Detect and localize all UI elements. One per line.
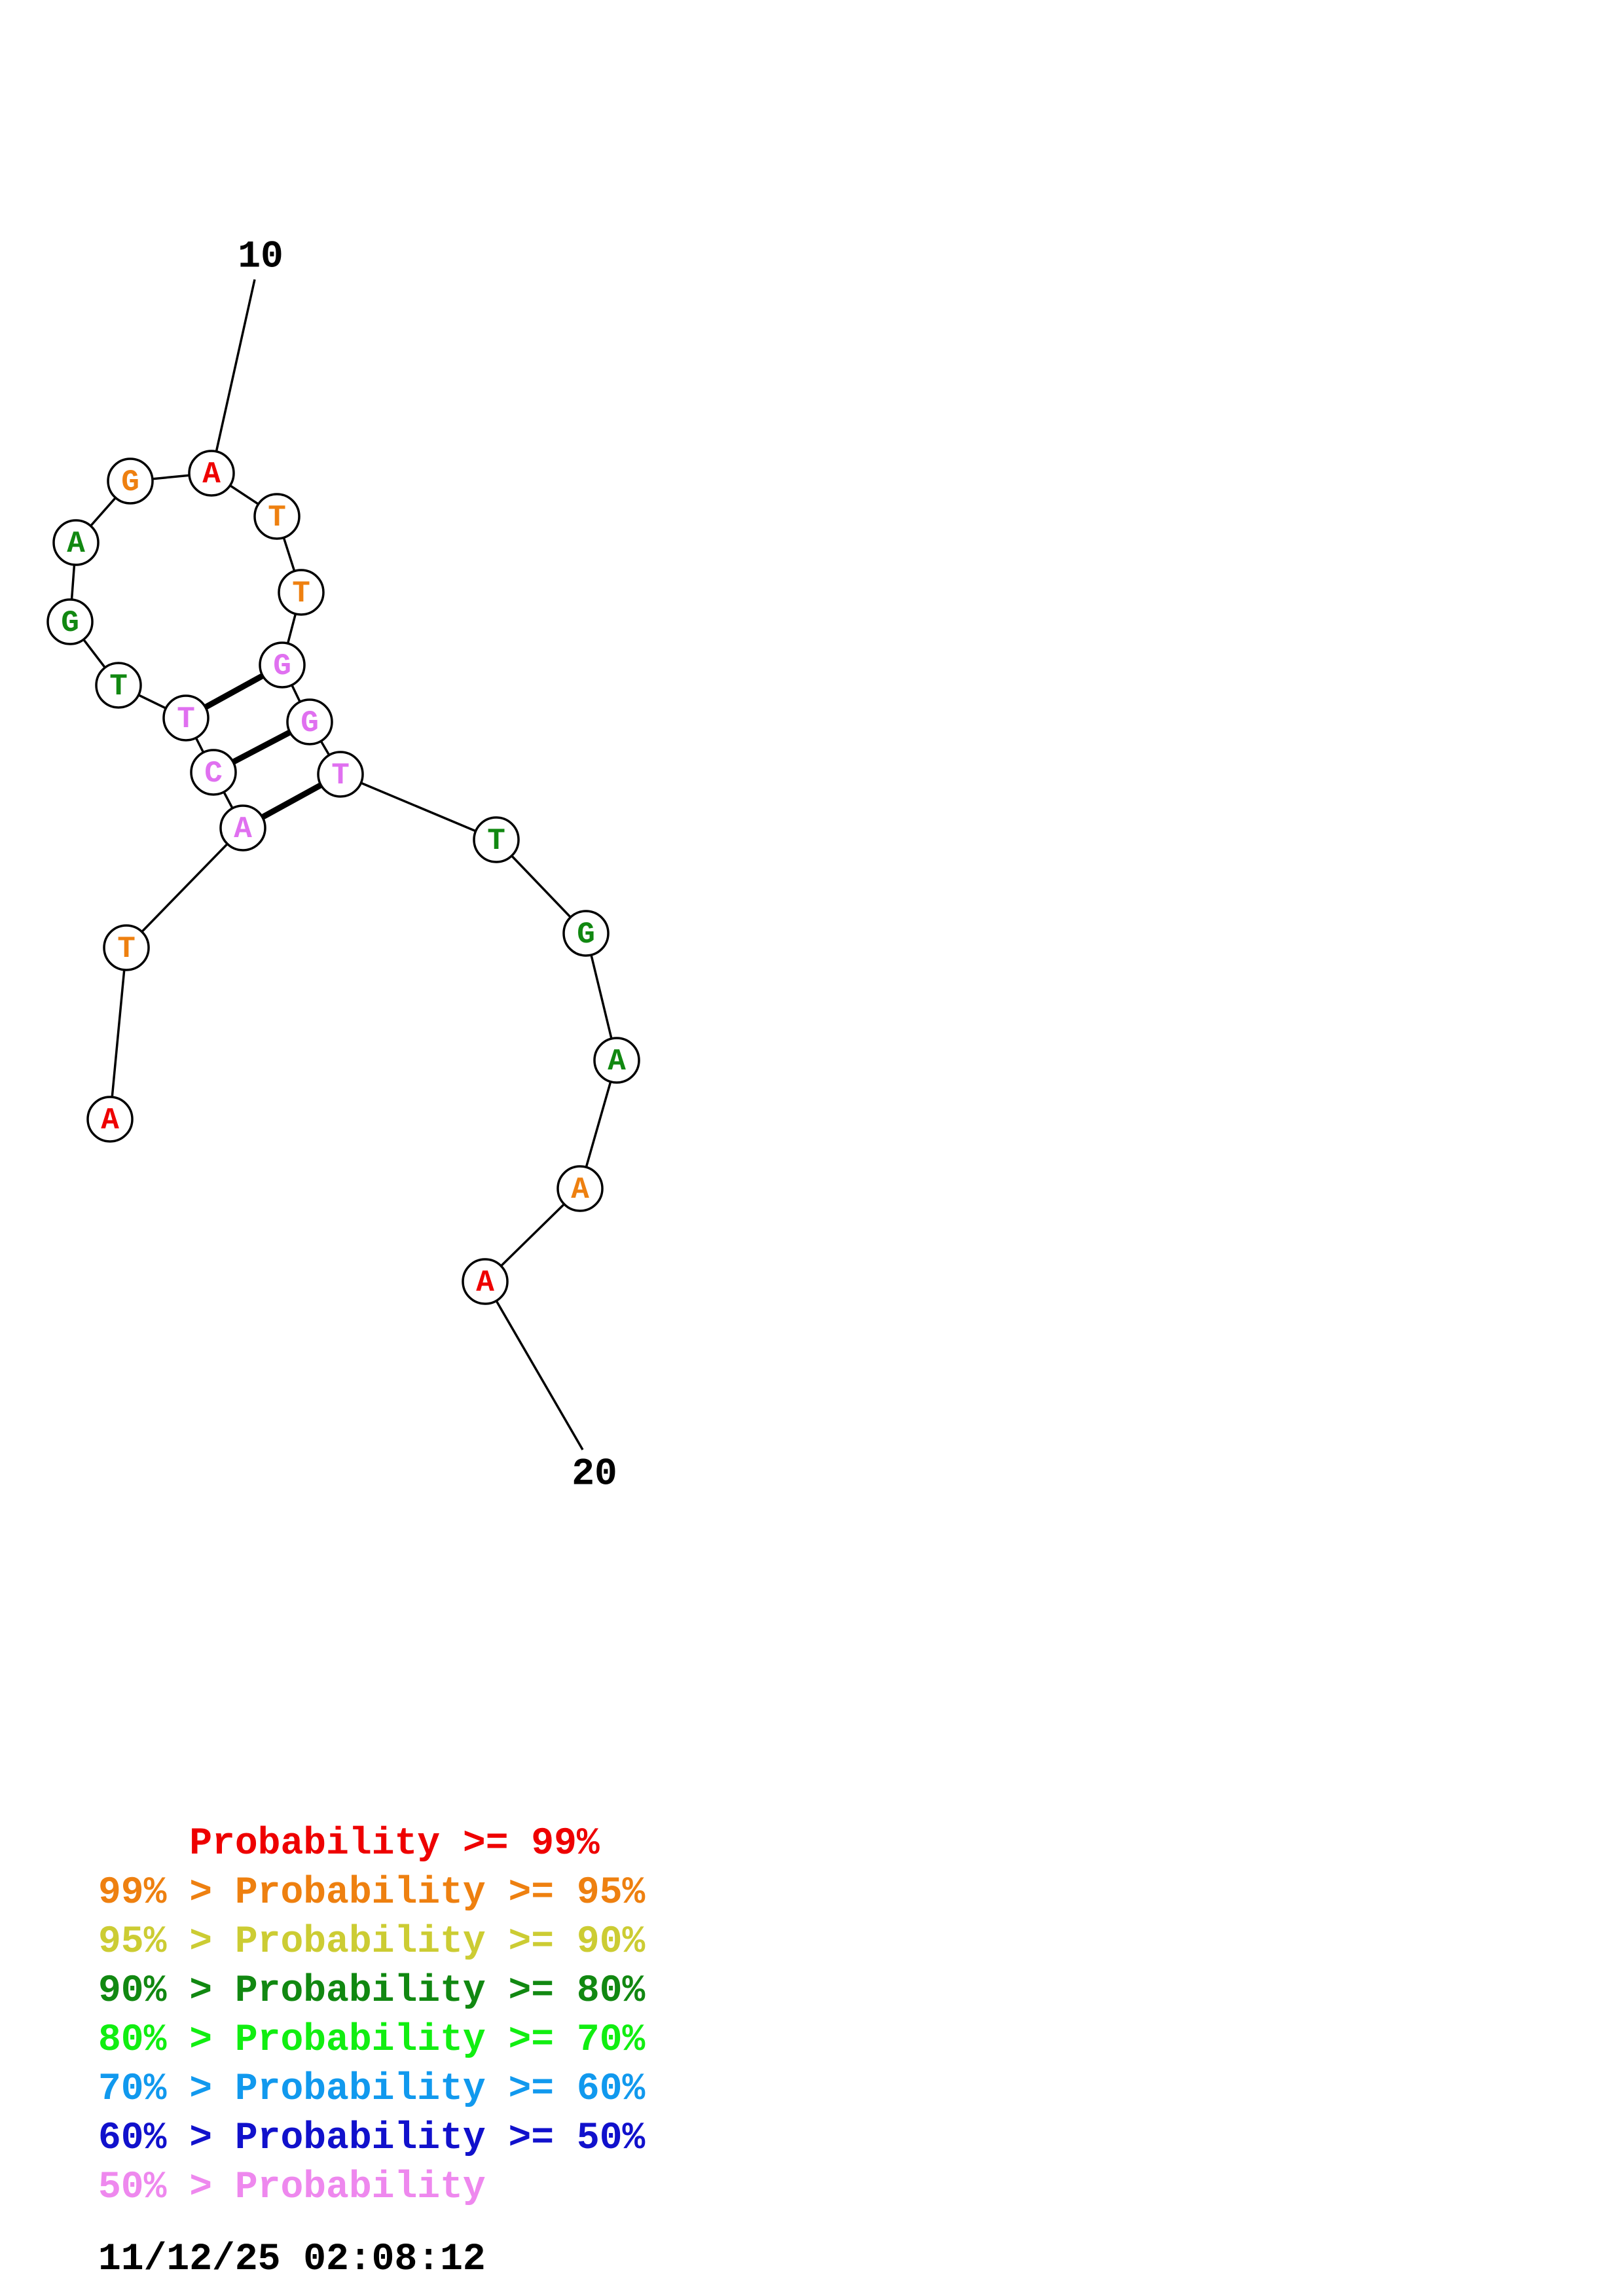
nucleotide-base: T	[292, 577, 310, 611]
nucleotide: C	[190, 749, 237, 796]
nucleotide-base: A	[202, 457, 221, 492]
nucleotide-base: T	[268, 501, 286, 535]
backbone-segment	[109, 947, 128, 1120]
position-labels: 10 20	[215, 236, 617, 1496]
backbone-segment	[125, 827, 244, 949]
nucleotide: G	[562, 910, 610, 957]
nucleotide-circle	[593, 1037, 640, 1084]
nucleotide-base: A	[234, 812, 252, 846]
nucleotide: G	[46, 598, 94, 645]
nucleotide: G	[259, 641, 306, 689]
legend-entry: 90% > Probability >= 80%	[98, 1970, 646, 2013]
nucleotide-circle	[188, 450, 235, 497]
nucleotide-circle	[317, 751, 364, 798]
nucleotide: T	[103, 924, 150, 971]
nucleotide-circle	[462, 1258, 509, 1305]
nucleotide-base: G	[61, 606, 79, 640]
nucleotide-circle	[219, 804, 266, 852]
nucleotide: T	[317, 751, 364, 798]
backbone-lines	[69, 472, 618, 1283]
nucleotide-circle	[259, 641, 306, 689]
nucleotide-circle	[95, 662, 142, 709]
nucleotide: A	[219, 804, 266, 852]
legend-entry: 99% > Probability >= 95%	[98, 1872, 646, 1914]
nucleotide-circle	[190, 749, 237, 796]
nucleotide-base: C	[204, 757, 223, 791]
nucleotide: T	[253, 493, 301, 540]
nucleotide-base: G	[121, 465, 139, 499]
nucleotide-circle	[103, 924, 150, 971]
nucleotide: A	[52, 519, 100, 566]
nucleotide: A	[86, 1096, 134, 1143]
nucleotide: T	[95, 662, 142, 709]
legend-entry: 60% > Probability >= 50%	[98, 2117, 646, 2160]
nucleotide-circle	[107, 457, 154, 505]
legend-entry: 50% > Probability	[98, 2166, 486, 2209]
position-label: 10	[238, 236, 283, 279]
nucleotide-base: G	[273, 649, 291, 683]
nucleotide-circle	[556, 1165, 604, 1212]
nucleotide: T	[278, 569, 325, 616]
legend-entry: 95% > Probability >= 90%	[98, 1921, 646, 1964]
base-pair-bond	[204, 673, 264, 710]
legend-entry: Probability >= 99%	[98, 1823, 600, 1865]
base-pair-bond	[232, 729, 291, 765]
nucleotide: T	[473, 816, 520, 863]
nucleotide-base: A	[101, 1103, 119, 1138]
nucleotide-base: G	[301, 706, 319, 740]
position-label: 20	[572, 1454, 617, 1496]
nucleotide-base: T	[177, 702, 195, 736]
legend-entry: 80% > Probability >= 70%	[98, 2019, 646, 2062]
nucleotide-circle	[162, 694, 210, 742]
nucleotide: A	[556, 1165, 604, 1212]
nucleotide-circle	[562, 910, 610, 957]
nucleotide-base: A	[608, 1045, 626, 1079]
nucleotide: G	[107, 457, 154, 505]
nucleotide-circle	[52, 519, 100, 566]
backbone-segment	[340, 773, 497, 841]
nucleotide-base: T	[487, 824, 505, 858]
timestamp: 11/12/25 02:08:12	[98, 2238, 486, 2281]
nucleotide-base: A	[67, 527, 85, 561]
position-label-line	[215, 279, 256, 452]
nucleotide-base: G	[577, 918, 595, 952]
nucleotide-circle	[286, 698, 333, 745]
nucleotide-circle	[473, 816, 520, 863]
nucleotide: A	[593, 1037, 640, 1084]
nucleotide-base: T	[331, 759, 350, 793]
base-pair-bond	[261, 782, 323, 820]
nucleotide-circle	[86, 1096, 134, 1143]
nucleotide: G	[286, 698, 333, 745]
nucleotide: A	[188, 450, 235, 497]
nucleotide-circle	[46, 598, 94, 645]
nucleotide-base: A	[476, 1266, 494, 1300]
nucleotide-base: T	[117, 932, 136, 966]
legend-entry: 70% > Probability >= 60%	[98, 2068, 646, 2111]
nucleotide-circle	[253, 493, 301, 540]
base-pair-bonds	[204, 673, 323, 820]
position-label-line	[495, 1300, 584, 1450]
nucleotide-base: T	[109, 670, 128, 704]
nucleotide: A	[462, 1258, 509, 1305]
nucleotide: T	[162, 694, 210, 742]
nucleotide-circle	[278, 569, 325, 616]
nucleotide-base: A	[571, 1173, 589, 1207]
